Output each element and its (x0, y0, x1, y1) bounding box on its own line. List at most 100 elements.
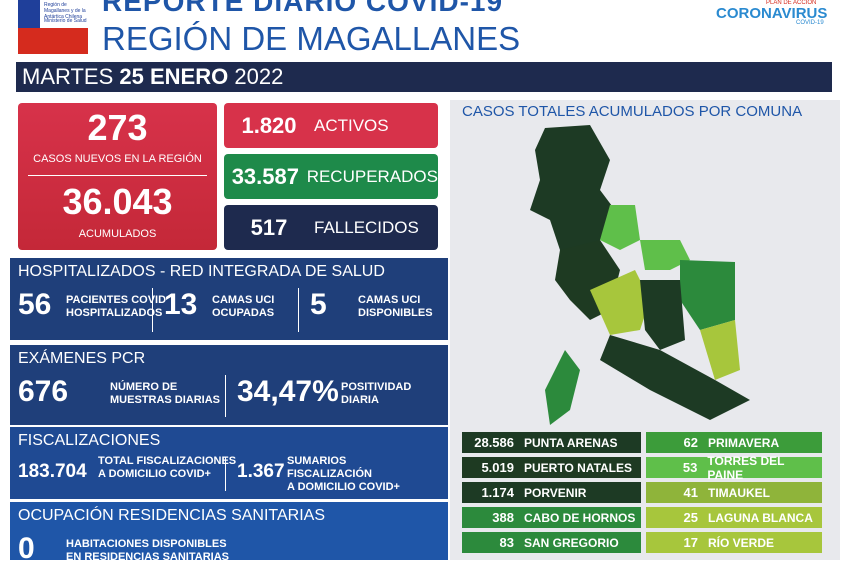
divider (225, 457, 226, 491)
comuna-name: PORVENIR (524, 485, 587, 500)
item-label: HABITACIONES DISPONIBLES EN RESIDENCIAS S… (66, 538, 229, 564)
comuna-value: 41 (683, 485, 698, 500)
comuna-row: 1.174 PORVENIR (462, 482, 641, 503)
comuna-name: PUNTA ARENAS (524, 435, 618, 450)
comuna-value: 62 (683, 435, 698, 450)
section: EXÁMENES PCR 676 NÚMERO DE MUESTRAS DIARIAS… (10, 345, 448, 425)
section: FISCALIZACIONES 183.704 TOTAL FISCALIZACIO… (10, 427, 448, 499)
item-label: NÚMERO DE MUESTRAS DIARIAS (110, 381, 220, 407)
section-title: HOSPITALIZADOS - RED INTEGRADA DE SALUD (18, 263, 385, 280)
status-box: 1.820 ACTIVOS (224, 103, 438, 148)
section-title: EXÁMENES PCR (18, 350, 146, 367)
region (590, 270, 650, 335)
item-label: PACIENTES COVID HOSPITALIZADOS (66, 294, 166, 320)
label-line: HOSPITALIZADOS (66, 307, 163, 319)
label-line: FISCALIZACIÓN (287, 468, 372, 480)
label-line: NÚMERO DE (110, 381, 178, 393)
region (600, 205, 640, 250)
comuna-name: TORRES DEL PAINE (707, 453, 785, 482)
comuna-row: 28.586 PUNTA ARENAS (462, 432, 641, 453)
comuna-value: 17 (683, 535, 698, 550)
org: Región de Magallanes y de la Antártica C… (44, 2, 86, 20)
item-value: 183.704 (18, 461, 87, 482)
section: OCUPACIÓN RESIDENCIAS SANITARIAS 0 HABITAC… (10, 502, 448, 565)
comuna-name: TIMAUKEL (708, 485, 770, 500)
status-box: 33.587 RECUPERADOS (224, 154, 438, 199)
region (545, 350, 580, 425)
section-title: FISCALIZACIONES (18, 432, 161, 449)
comuna-row: 5.019 PUERTO NATALES (462, 457, 641, 478)
flag-blue (18, 0, 40, 28)
status-value: 33.587 (231, 163, 299, 189)
total-label: ACUMULADOS (78, 228, 157, 240)
comuna-name: SAN GREGORIO (524, 535, 619, 550)
cases-box: 273 CASOS NUEVOS EN LA REGIÓN 36.043 ACU… (18, 103, 217, 250)
label-line: A DOMICILIO COVID+ (287, 481, 400, 493)
section-title: OCUPACIÓN RESIDENCIAS SANITARIAS (18, 507, 326, 524)
divider (28, 175, 207, 176)
label-line: TOTAL FISCALIZACIONES (98, 455, 237, 467)
comuna-name: CABO DE HORNOS (524, 510, 636, 525)
item-label: POSITIVIDAD DIARIA (341, 381, 411, 407)
map (530, 125, 750, 425)
status-value: 517 (250, 214, 288, 240)
region (530, 125, 615, 260)
comuna-value: 25 (683, 510, 698, 525)
year: 2022 (234, 64, 284, 89)
comuna-row: 83 SAN GREGORIO (462, 532, 641, 553)
comuna-row: 62 PRIMAVERA (646, 432, 822, 453)
label-line: CAMAS UCI (212, 294, 275, 306)
label-line: SUMARIOS (287, 455, 347, 467)
comuna-value: 1.174 (481, 485, 514, 500)
comuna-value: 53 (682, 460, 698, 475)
brand: CORONAVIRUS (716, 5, 828, 22)
comuna-name: LAGUNA BLANCA (708, 510, 813, 525)
item-value: 5 (310, 288, 327, 321)
section: HOSPITALIZADOS - RED INTEGRADA DE SALUD 5… (10, 258, 448, 340)
item-value: 13 (164, 288, 198, 321)
status-box: 517 FALLECIDOS (224, 205, 438, 250)
label-line: EN RESIDENCIAS SANITARIAS (66, 551, 229, 563)
status-label: ACTIVOS (314, 115, 389, 135)
map-panel: CASOS TOTALES ACUMULADOS POR COMUNA 28.5… (450, 100, 840, 560)
item-label: CAMAS UCI DISPONIBLES (358, 294, 433, 320)
comuna-value: 83 (499, 535, 514, 550)
item-label: CAMAS UCI OCUPADAS (212, 294, 274, 320)
logo: Región de Magallanes y de la Antártica C… (18, 0, 88, 54)
item-value: 676 (18, 375, 69, 408)
map-title: CASOS TOTALES ACUMULADOS POR COMUNA (462, 103, 803, 120)
label-line: PACIENTES COVID (66, 294, 167, 306)
total-cases: 36.043 (62, 181, 173, 222)
label-line: OCUPADAS (212, 307, 275, 319)
item-value: 34,47% (237, 375, 339, 408)
label-line: DIARIA (341, 394, 379, 406)
region (640, 240, 690, 270)
comuna-name: PUERTO NATALES (524, 460, 633, 475)
new-cases: 273 (87, 107, 148, 148)
item-label: TOTAL FISCALIZACIONES A DOMICILIO COVID+ (98, 455, 236, 481)
comuna-row: 41 TIMAUKEL (646, 482, 822, 503)
divider (298, 288, 299, 332)
ministry: Ministerio de Salud (44, 18, 87, 24)
weekday: MARTES (22, 64, 114, 89)
label-line: CAMAS UCI (358, 294, 421, 306)
comuna-row: 17 RÍO VERDE (646, 532, 822, 553)
plan: PLAN DE ACCIÓN (766, 0, 817, 6)
comuna-name: PRIMAVERA (708, 435, 780, 450)
day-month: 25 ENERO (119, 64, 229, 89)
status-label: FALLECIDOS (314, 217, 419, 237)
subtitle: REGIÓN DE MAGALLANES (102, 20, 521, 57)
divider (152, 288, 153, 332)
comuna-row: 388 CABO DE HORNOS (462, 507, 641, 528)
region (640, 280, 685, 350)
comuna-row: 25 LAGUNA BLANCA (646, 507, 822, 528)
label-line: MUESTRAS DIARIAS (110, 394, 221, 406)
comuna-row: 53 TORRES DEL PAINE (646, 454, 822, 482)
divider (225, 375, 226, 417)
label-line: POSITIVIDAD (341, 381, 412, 393)
label-line: A DOMICILIO COVID+ (98, 468, 211, 480)
item-label: SUMARIOS FISCALIZACIÓN A DOMICILIO COVID+ (287, 455, 400, 494)
label-line: HABITACIONES DISPONIBLES (66, 538, 227, 550)
new-label: CASOS NUEVOS EN LA REGIÓN (33, 153, 202, 165)
item-value: 0 (18, 532, 35, 565)
